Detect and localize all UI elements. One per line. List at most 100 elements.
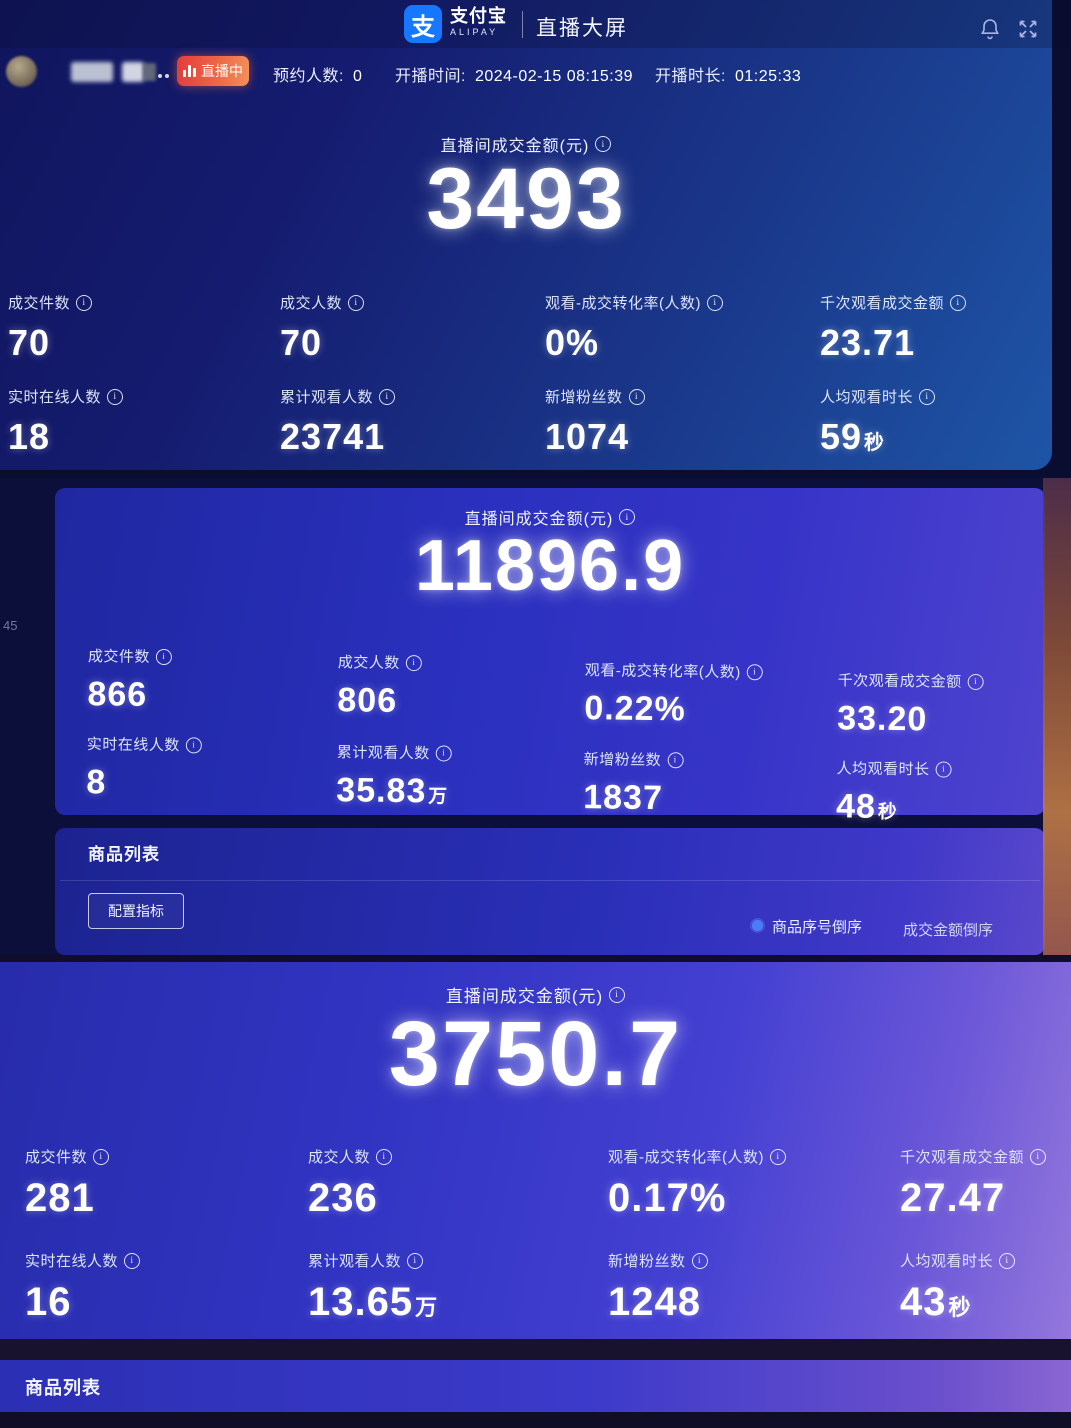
screen-glare	[1043, 478, 1071, 955]
metric-deal-users: 成交人数 70	[280, 292, 365, 364]
reserved-value: 0	[352, 68, 363, 85]
info-icon[interactable]	[376, 1148, 393, 1165]
info-icon[interactable]	[667, 751, 684, 768]
metric-gmv-per-k-views: 千次观看成交金额 23.71	[820, 292, 967, 364]
metric-value: 13.65万	[308, 1280, 439, 1324]
info-icon[interactable]	[999, 1252, 1016, 1269]
info-icon[interactable]	[124, 1252, 141, 1269]
info-icon[interactable]	[107, 388, 124, 405]
product-list-title: 商品列表	[25, 1378, 101, 1398]
dark-divider-strip	[0, 1339, 1071, 1360]
metric-total-views: 累计观看人数 23741	[280, 386, 396, 458]
info-icon[interactable]	[379, 388, 396, 405]
metric-value: 16	[25, 1280, 72, 1324]
metric-avg-watch-time: 人均观看时长 43秒	[900, 1250, 1016, 1325]
metric-online-users: 实时在线人数 8	[86, 733, 202, 803]
logo-en: ALIPAY	[450, 27, 499, 37]
configure-metrics-button[interactable]: 配置指标	[88, 893, 184, 929]
metric-avg-watch-time: 人均观看时长 59秒	[820, 386, 936, 458]
live-status-badge: 直播中	[177, 56, 249, 86]
metric-new-followers: 新增粉丝数 1837	[583, 748, 684, 818]
gmv-value: 11896.9	[414, 526, 686, 606]
fullscreen-toggle-icon[interactable]	[1016, 17, 1040, 41]
metric-conversion-rate: 观看-成交转化率(人数) 0.22%	[584, 659, 763, 730]
metric-value: 806	[337, 681, 398, 720]
panel-3-metrics-card	[0, 962, 1071, 1339]
metric-value: 59 秒	[820, 416, 885, 457]
info-icon[interactable]	[967, 673, 984, 690]
metric-value: 0%	[545, 322, 600, 363]
metric-gmv-per-k-views: 千次观看成交金额 27.47	[900, 1146, 1047, 1221]
start-time-label: 开播时间:	[395, 68, 466, 85]
metric-value: 27.47	[900, 1176, 1006, 1220]
bell-icon[interactable]	[978, 17, 1002, 41]
metric-new-followers: 新增粉丝数 1248	[608, 1250, 708, 1325]
metric-value: 23.71	[820, 322, 916, 363]
header-bar	[0, 0, 1071, 48]
info-icon[interactable]	[185, 736, 202, 753]
page-title: 直播大屏	[536, 17, 628, 40]
metric-avg-watch-time: 人均观看时长 48秒	[836, 757, 952, 827]
dark-bottom-strip	[0, 1412, 1071, 1428]
chart-bars-icon	[183, 65, 196, 77]
info-icon[interactable]	[405, 654, 422, 671]
product-list-title: 商品列表	[88, 845, 160, 864]
metric-new-followers: 新增粉丝数 1074	[545, 386, 645, 458]
metric-gmv-per-k-views: 千次观看成交金额 33.20	[837, 669, 984, 740]
metric-value: 35.83万	[336, 771, 449, 811]
info-icon[interactable]	[919, 388, 936, 405]
info-icon[interactable]	[770, 1148, 786, 1165]
info-icon[interactable]	[619, 509, 636, 525]
live-badge-label: 直播中	[201, 63, 243, 79]
info-icon[interactable]	[76, 294, 93, 311]
info-icon[interactable]	[93, 1148, 110, 1165]
metric-value: 70	[8, 322, 51, 363]
metric-value: 866	[87, 675, 148, 714]
duration-value: 01:25:33	[734, 68, 802, 85]
metric-online-users: 实时在线人数 16	[25, 1250, 141, 1325]
logo-divider	[522, 11, 523, 38]
stream-duration: 开播时长: 01:25:33	[655, 62, 801, 86]
metric-value: 70	[280, 322, 323, 363]
info-icon[interactable]	[707, 294, 723, 311]
start-time: 开播时间: 2024-02-15 08:15:39	[395, 62, 633, 86]
info-icon[interactable]	[609, 986, 626, 1003]
metric-deal-items: 成交件数 866	[87, 645, 173, 715]
panel-3-product-bar: 商品列表	[0, 1360, 1071, 1412]
info-icon[interactable]	[746, 663, 763, 680]
info-icon[interactable]	[348, 294, 365, 311]
reserved-label: 预约人数:	[273, 68, 344, 85]
info-icon[interactable]	[935, 760, 952, 778]
info-icon[interactable]	[691, 1252, 708, 1269]
panel-2-product-card	[55, 828, 1045, 955]
metric-value: 0.22%	[584, 689, 686, 729]
metric-value: 23741	[280, 416, 386, 457]
metric-deal-items: 成交件数 281	[25, 1146, 110, 1221]
metric-value: 48秒	[835, 787, 898, 826]
reserved-count: 预约人数: 0	[273, 62, 362, 86]
streamer-name-redacted	[71, 62, 113, 82]
gmv-label: 直播间成交金额(元)	[55, 505, 1045, 529]
info-icon[interactable]	[155, 648, 173, 665]
alipay-logo-mark: 支	[411, 13, 435, 41]
metric-deal-users: 成交人数 806	[337, 651, 422, 721]
streamer-name-redacted	[122, 62, 144, 82]
info-icon[interactable]	[407, 1252, 424, 1269]
sort-radio-selected[interactable]	[752, 920, 763, 931]
metric-value: 8	[86, 763, 107, 802]
metric-value: 236	[308, 1176, 378, 1220]
info-icon[interactable]	[1030, 1148, 1047, 1165]
info-icon[interactable]	[950, 294, 967, 311]
info-icon[interactable]	[435, 744, 452, 762]
divider-line	[60, 880, 1040, 881]
background-text-fragment: 45	[3, 618, 18, 633]
logo-cn: 支付宝	[450, 6, 507, 26]
info-icon[interactable]	[628, 388, 645, 405]
sort-option-product-order[interactable]: 商品序号倒序	[772, 919, 863, 936]
metric-value: 33.20	[836, 699, 928, 739]
info-icon[interactable]	[595, 136, 612, 152]
panel-1	[0, 0, 1052, 470]
sort-option-gmv-order[interactable]: 成交金额倒序	[903, 922, 994, 939]
metric-conversion-rate: 观看-成交转化率(人数) 0%	[545, 292, 723, 364]
streamer-avatar	[6, 56, 37, 87]
